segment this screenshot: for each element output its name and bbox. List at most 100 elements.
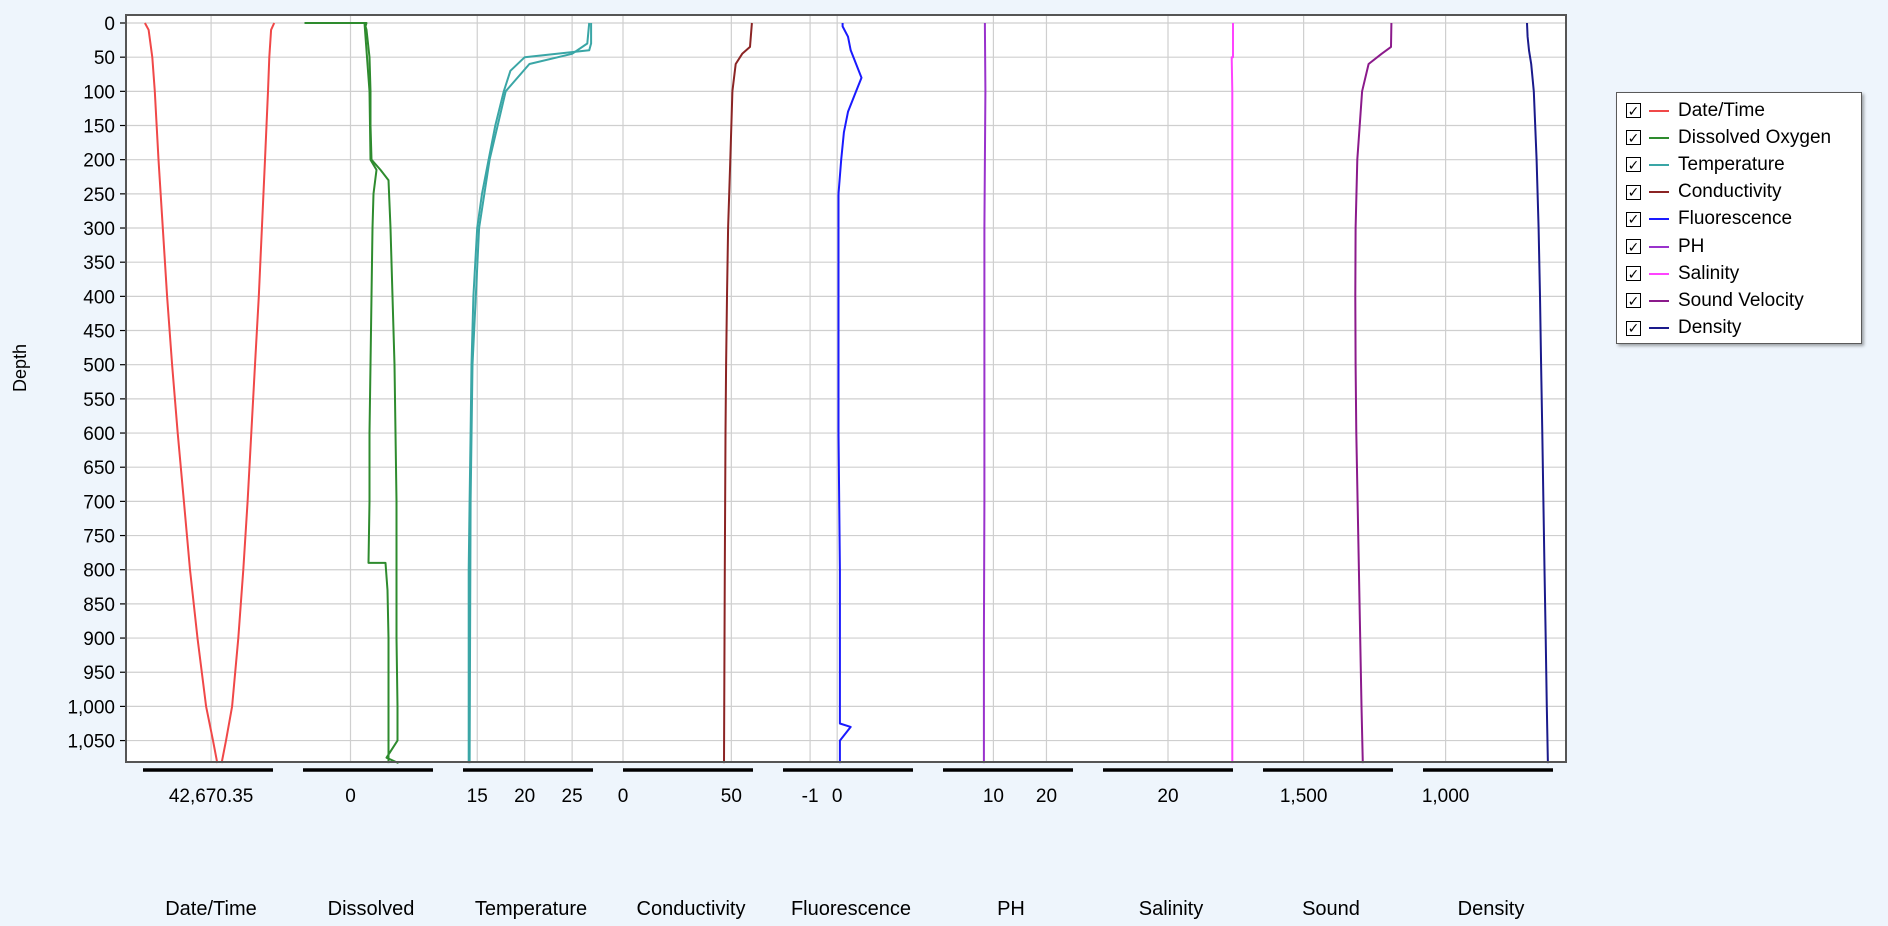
track-salinity[interactable] (1230, 23, 1234, 764)
series-line[interactable] (1354, 22, 1393, 764)
series-line[interactable] (220, 22, 276, 764)
y-tick-label: 250 (83, 185, 115, 206)
series-line[interactable] (363, 22, 390, 764)
checkbox-checked-icon[interactable]: ✓ (1626, 238, 1641, 255)
y-axis-label: Depth (10, 344, 30, 392)
y-tick-label: 700 (83, 492, 115, 513)
checkbox-checked-icon[interactable]: ✓ (1626, 184, 1641, 201)
y-tick-label: 200 (83, 151, 115, 172)
y-tick-label: 850 (83, 595, 115, 616)
y-axis: 0 50 100 150 200 250 300 350 400 450 500 550 600 650 7… (67, 14, 126, 753)
legend-swatch (1649, 191, 1669, 194)
track-axis-title: Fluorescence (791, 898, 911, 920)
legend-label: Conductivity (1678, 181, 1782, 203)
track-fluorescence[interactable] (837, 23, 863, 764)
legend-swatch (1649, 109, 1669, 112)
x-tick-label: 20 (1036, 786, 1057, 807)
track-axis-title: Sound (1302, 898, 1360, 920)
plot-background (126, 15, 1566, 762)
x-tick-label: 1,000 (1422, 786, 1470, 807)
track-sound[interactable] (1354, 22, 1393, 764)
legend-swatch (1649, 272, 1669, 275)
x-tick-label: 10 (983, 786, 1004, 807)
track-date-time[interactable] (144, 22, 276, 764)
legend-label: Dissolved Oxygen (1678, 126, 1832, 148)
legend-swatch (1649, 136, 1669, 139)
checkbox-checked-icon[interactable]: ✓ (1626, 211, 1641, 228)
y-tick-label: 750 (83, 527, 115, 548)
track-ph[interactable] (982, 23, 987, 764)
checkbox-checked-icon[interactable]: ✓ (1626, 129, 1641, 146)
track-conductivity[interactable] (723, 22, 753, 764)
y-tick-label: 0 (104, 14, 115, 35)
y-tick-label: 50 (94, 48, 115, 69)
series-line[interactable] (1230, 23, 1234, 764)
legend-item[interactable]: ✓ Sound Velocity (1626, 287, 1861, 314)
track-axis-title: Salinity (1139, 898, 1203, 920)
y-tick-label: 900 (83, 629, 115, 650)
series-line[interactable] (837, 23, 863, 764)
legend-label: PH (1678, 235, 1705, 257)
checkbox-checked-icon[interactable]: ✓ (1626, 292, 1641, 309)
series-line[interactable] (467, 23, 593, 764)
track-dissolved[interactable] (304, 22, 399, 765)
series-line[interactable] (468, 22, 591, 764)
y-tick-label: 950 (83, 663, 115, 684)
y-tick-label: 1,000 (67, 697, 115, 718)
y-tick-label: 1,050 (67, 732, 115, 753)
x-tick-label: 0 (345, 786, 356, 807)
y-tick-label: 550 (83, 390, 115, 411)
track-axis-title: Conductivity (637, 898, 746, 920)
series-line[interactable] (144, 22, 219, 764)
y-tick-label: 150 (83, 117, 115, 138)
legend-item[interactable]: ✓ Density (1626, 315, 1861, 342)
x-tick-label: 25 (562, 786, 583, 807)
legend-label: Sound Velocity (1678, 289, 1804, 311)
track-axis-title: Temperature (475, 898, 587, 920)
x-tick-label: 0 (832, 786, 843, 807)
legend-label: Fluorescence (1678, 208, 1793, 230)
x-tick-label: 1,500 (1280, 786, 1328, 807)
legend-item[interactable]: ✓ Temperature (1626, 151, 1861, 178)
y-tick-label: 650 (83, 458, 115, 479)
x-tick-label: 0 (618, 786, 629, 807)
x-tick-label: 50 (721, 786, 742, 807)
legend-swatch (1649, 299, 1669, 302)
series-line[interactable] (982, 23, 987, 764)
y-tick-label: 500 (83, 356, 115, 377)
legend-swatch (1649, 245, 1669, 248)
track-axis-title: Density (1458, 898, 1525, 920)
y-tick-label: 450 (83, 322, 115, 343)
x-tick-label: 20 (514, 786, 535, 807)
legend-label: Density (1678, 317, 1742, 339)
y-tick-label: 100 (83, 82, 115, 103)
x-tick-label: -1 (802, 786, 819, 807)
checkbox-checked-icon[interactable]: ✓ (1626, 156, 1641, 173)
legend-item[interactable]: ✓ PH (1626, 233, 1861, 260)
legend-item[interactable]: ✓ Fluorescence (1626, 206, 1861, 233)
series-line[interactable] (1526, 22, 1549, 764)
track-axis-title: Dissolved (328, 898, 415, 920)
track-axis-title: PH (997, 898, 1025, 920)
legend-item[interactable]: ✓ Conductivity (1626, 179, 1861, 206)
series-line[interactable] (723, 22, 753, 764)
legend-swatch (1649, 218, 1669, 221)
x-tick-label: 20 (1157, 786, 1178, 807)
track-temperature[interactable] (467, 22, 593, 764)
tracks-layer[interactable] (144, 22, 1549, 765)
checkbox-checked-icon[interactable]: ✓ (1626, 265, 1641, 282)
plot-frame (125, 14, 1567, 763)
legend-item[interactable]: ✓ Salinity (1626, 260, 1861, 287)
track-x-axes: 42,670.35 Date/Time 0 Dissolved 15 20 25 Temper… (143, 768, 1553, 920)
legend-swatch (1649, 327, 1669, 330)
checkbox-checked-icon[interactable]: ✓ (1626, 102, 1641, 119)
legend-item[interactable]: ✓ Date/Time (1626, 97, 1861, 124)
checkbox-checked-icon[interactable]: ✓ (1626, 320, 1641, 337)
legend-label: Date/Time (1678, 99, 1765, 121)
series-line[interactable] (304, 22, 399, 765)
legend-item[interactable]: ✓ Dissolved Oxygen (1626, 124, 1861, 151)
track-density[interactable] (1526, 22, 1549, 764)
x-tick-label: 42,670.35 (169, 786, 254, 807)
legend-swatch (1649, 163, 1669, 166)
